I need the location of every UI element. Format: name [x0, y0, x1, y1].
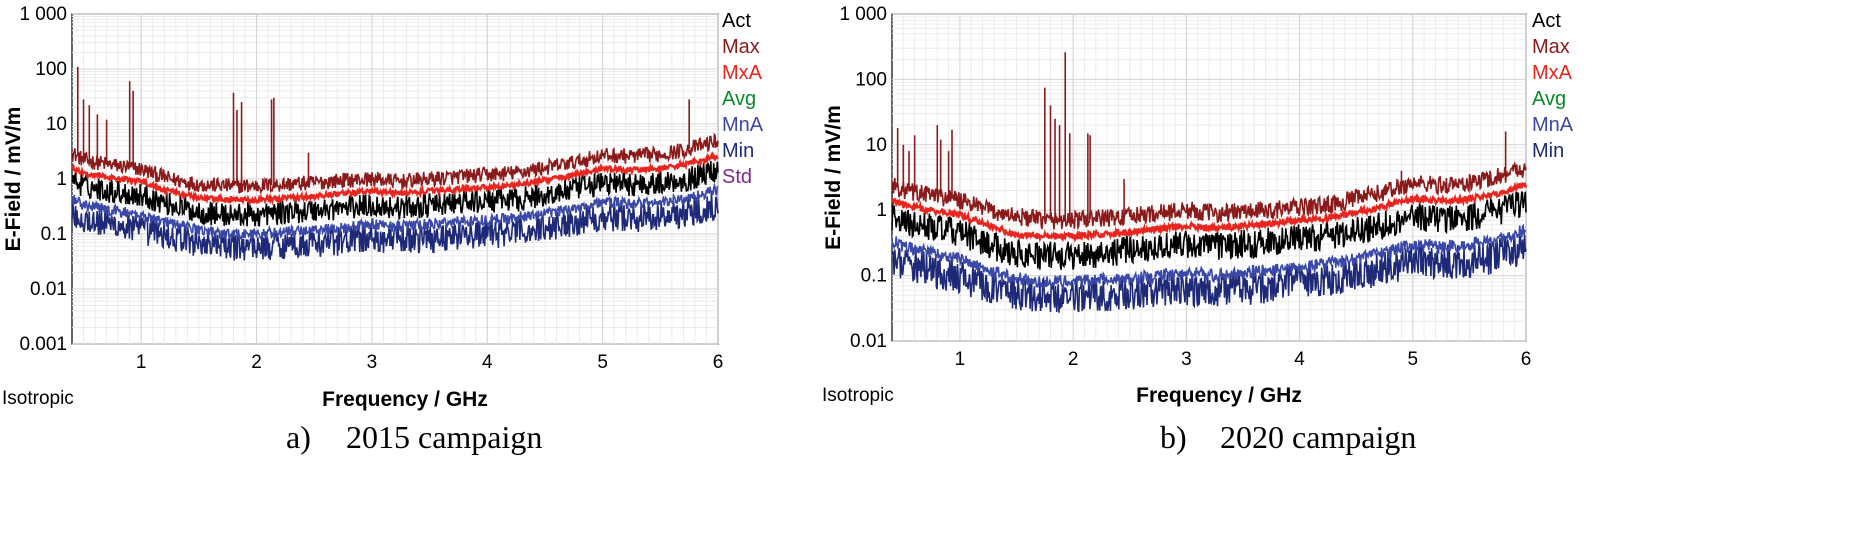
legend-entry-min: Min: [1532, 140, 1564, 162]
legend-entry-min: Min: [722, 140, 754, 162]
series-mna: [891, 223, 1527, 291]
y-axis-title: E-Field / mV/m: [822, 105, 845, 250]
legend-entry-max: Max: [1532, 36, 1570, 58]
y-tick-label: 100: [855, 69, 887, 90]
y-tick-label: 1: [876, 200, 887, 221]
y-tick-label: 10: [866, 135, 887, 156]
y-tick-label: 1 000: [839, 4, 887, 25]
series-max: [891, 161, 1527, 231]
y-tick-label: 10: [46, 114, 67, 135]
chart-svg: 0.01 0.1 1 10 100 1 000 1 2 3 4 5 6 E-Field / mV/m Fr…: [822, 4, 1574, 455]
y-tick-label: 0.1: [41, 224, 67, 245]
x-tick-label: 4: [1294, 349, 1305, 370]
x-tick-label: 2: [251, 352, 262, 373]
x-tick-label: 6: [713, 352, 724, 373]
legend-entry-max: Max: [722, 36, 760, 58]
x-tick-label: 6: [1521, 349, 1532, 370]
chart-svg: 0.001 0.01 0.1 1 10 100 1 000 1 2 3 4 5 6 E-Field / m…: [2, 4, 764, 455]
grid: [72, 13, 719, 345]
series-act: [71, 160, 719, 227]
x-tick-label: 1: [955, 349, 966, 370]
legend-entry-avg: Avg: [722, 88, 756, 110]
series-mxa: [891, 181, 1528, 243]
legend-entry-mxa: MxA: [722, 62, 763, 84]
legend-entry-act: Act: [1532, 10, 1561, 32]
x-tick-label: 5: [1407, 349, 1418, 370]
chart-panel-2020: 0.01 0.1 1 10 100 1 000 1 2 3 4 5 6 E-Field / mV/m Fr…: [800, 0, 1870, 540]
x-axis-title: Frequency / GHz: [322, 388, 488, 411]
y-tick-label: 0.01: [30, 279, 67, 300]
chart-panel-2015: 0.001 0.01 0.1 1 10 100 1 000 1 2 3 4 5 6 E-Field / m…: [0, 0, 800, 540]
x-tick-label: 3: [1181, 349, 1192, 370]
legend-entry-act: Act: [722, 10, 751, 32]
y-tick-label: 0.1: [861, 266, 887, 287]
legend-entry-mna: MnA: [1532, 114, 1574, 136]
mode-label: Isotropic: [2, 388, 74, 409]
spikes: [76, 66, 690, 186]
series-max: [71, 132, 719, 196]
legend-entry-mna: MnA: [722, 114, 764, 136]
legend-entry-avg: Avg: [1532, 88, 1566, 110]
x-tick-label: 5: [597, 352, 608, 373]
x-tick-label: 1: [136, 352, 147, 373]
series-mna: [71, 182, 719, 242]
x-tick-label: 3: [367, 352, 378, 373]
x-tick-label: 4: [482, 352, 493, 373]
series-act: [891, 191, 1527, 270]
caption-text: 2015 campaign: [346, 419, 542, 455]
mode-label: Isotropic: [822, 385, 894, 406]
caption-letter: a): [286, 419, 311, 455]
y-tick-label: 1 000: [19, 4, 67, 25]
caption-letter: b): [1160, 419, 1187, 455]
legend-entry-std: Std: [722, 166, 752, 188]
legend-entry-mxa: MxA: [1532, 62, 1573, 84]
y-tick-label: 0.001: [19, 334, 67, 355]
y-axis-title: E-Field / mV/m: [2, 107, 25, 252]
y-tick-label: 0.01: [850, 331, 887, 352]
y-tick-label: 100: [35, 59, 67, 80]
y-tick-label: 1: [56, 169, 67, 190]
x-tick-label: 2: [1068, 349, 1079, 370]
spikes: [896, 52, 1507, 221]
x-axis-title: Frequency / GHz: [1136, 384, 1302, 407]
caption-text: 2020 campaign: [1220, 419, 1416, 455]
series-mxa: [70, 150, 719, 207]
